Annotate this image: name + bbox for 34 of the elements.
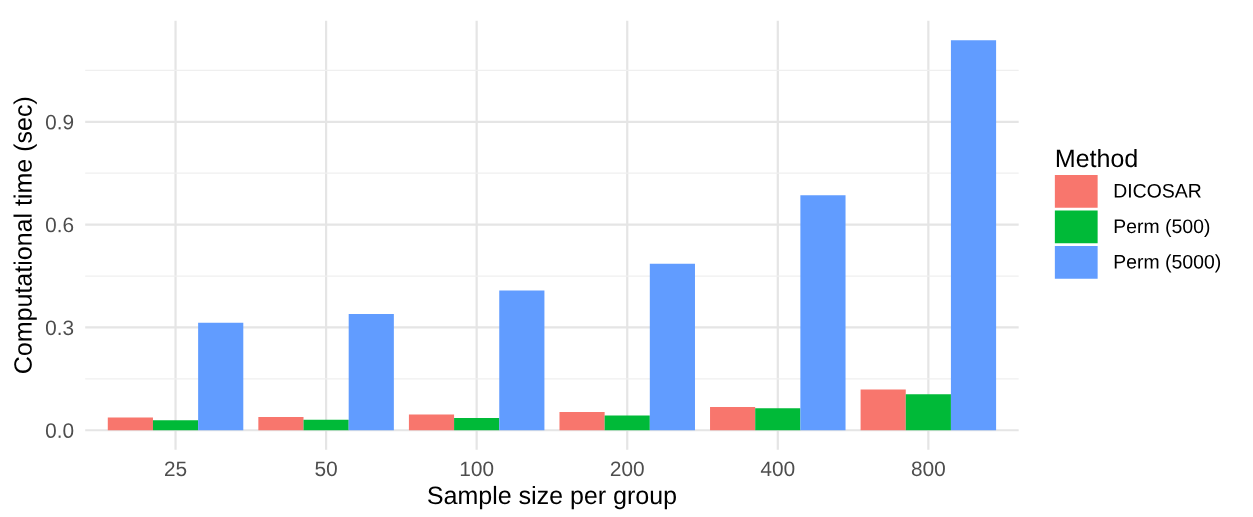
bar: [499, 290, 545, 431]
bar: [755, 408, 801, 431]
x-tick-label: 50: [315, 461, 337, 477]
y-tick-label: 0.3: [45, 320, 74, 336]
x-axis-title: Sample size per group: [428, 485, 676, 510]
bar: [348, 314, 394, 431]
bar: [107, 417, 153, 431]
y-tick-label: 0.6: [45, 217, 74, 233]
bar: [559, 412, 605, 431]
y-tick-label: 0.9: [45, 114, 74, 130]
bar: [905, 394, 951, 431]
legend-label: Perm (5000): [1114, 254, 1221, 273]
bar: [454, 417, 500, 431]
y-tick-label: 0.0: [45, 423, 74, 439]
bar: [860, 389, 906, 431]
bar: [649, 263, 695, 431]
y-axis-title: Computational time (sec): [13, 97, 37, 373]
legend-label: DICOSAR: [1114, 183, 1201, 198]
legend-title: Method: [1056, 148, 1137, 168]
bar: [198, 322, 244, 431]
bar: [710, 406, 756, 431]
legend-label: Perm (500): [1114, 218, 1210, 237]
bar: [303, 419, 349, 431]
bar: [800, 195, 846, 431]
bar: [950, 40, 997, 431]
x-tick-label: 100: [460, 461, 494, 477]
x-tick-label: 200: [610, 461, 644, 477]
bar: [258, 416, 304, 431]
bar: [152, 420, 199, 431]
x-tick-label: 800: [911, 461, 945, 477]
x-tick-label: 400: [760, 461, 795, 477]
bar: [604, 415, 650, 431]
x-tick-label: 25: [165, 461, 187, 477]
bar: [408, 414, 455, 431]
